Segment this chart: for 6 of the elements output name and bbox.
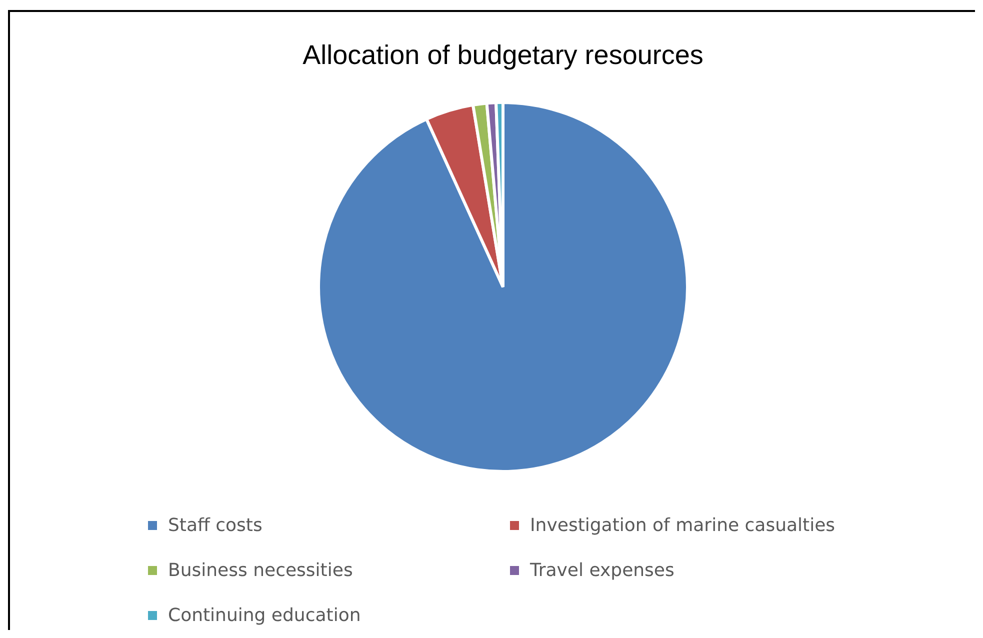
legend-label: Continuing education (168, 605, 361, 626)
chart-title: Allocation of budgetary resources (302, 40, 704, 71)
legend-label: Staff costs (168, 515, 262, 536)
legend-label: Investigation of marine casualties (530, 515, 836, 536)
legend-label: Travel expenses (530, 560, 674, 581)
legend-label: Business necessities (168, 560, 353, 581)
